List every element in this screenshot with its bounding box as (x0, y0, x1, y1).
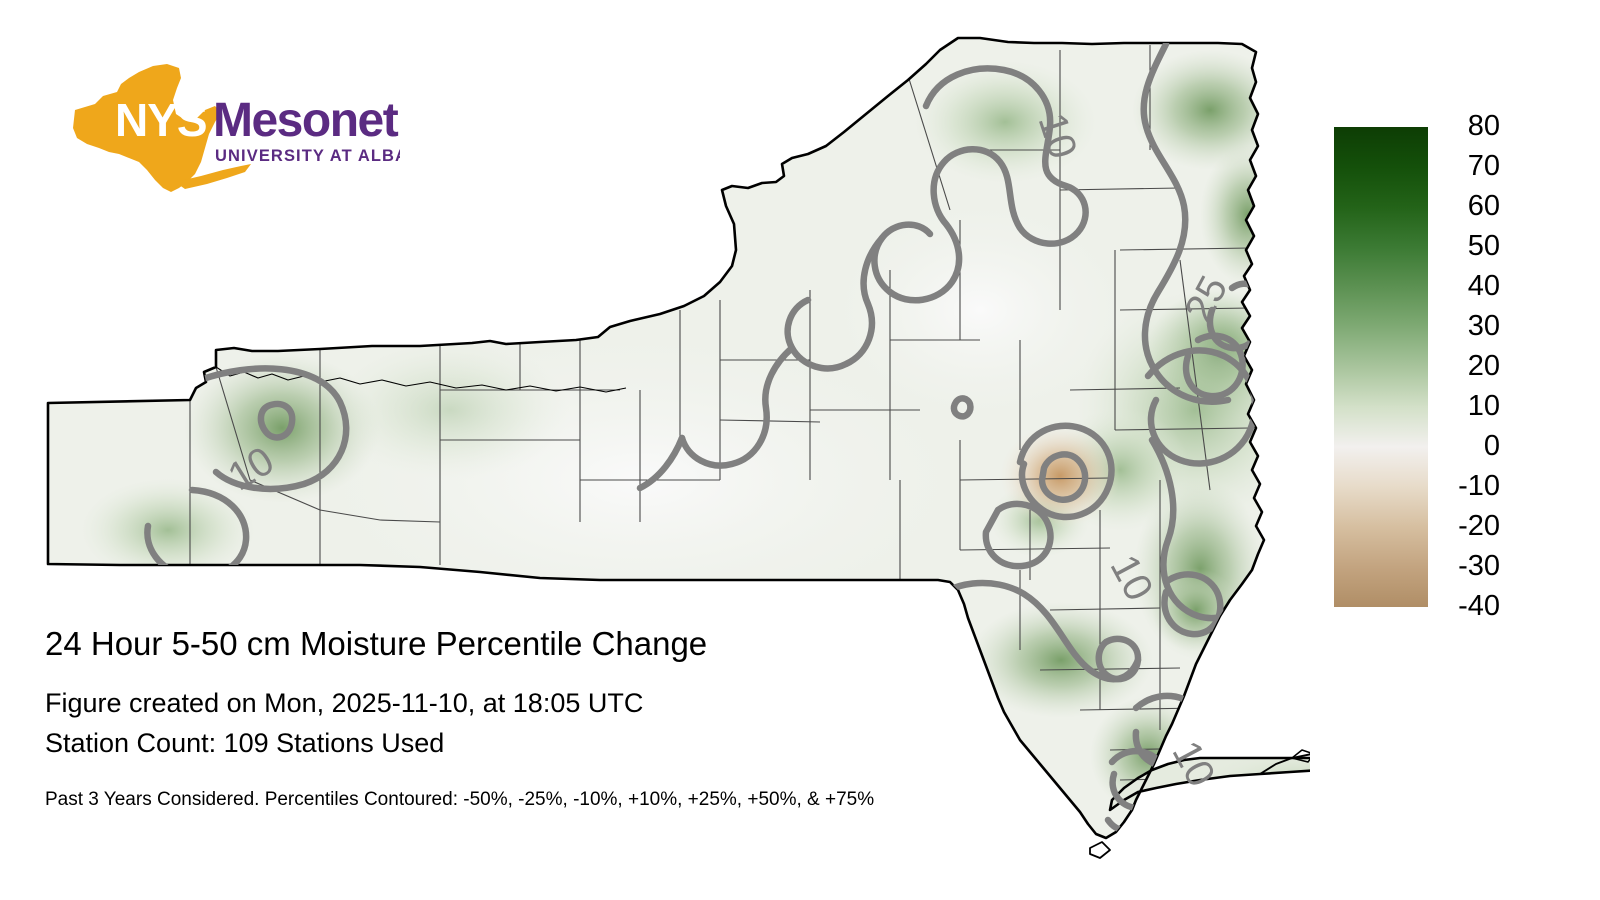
contour-10-catskill-loop (1095, 635, 1142, 683)
contour-10-nyc-tail (1120, 824, 1164, 838)
contour-10-loop-cny (982, 500, 1054, 570)
contour-10-north-seg3 (678, 344, 796, 469)
colorbar-gradient (1334, 127, 1428, 607)
colorbar-tick: -20 (1458, 510, 1500, 542)
logo-long-island-shape (175, 164, 251, 189)
caption-block: 24 Hour 5-50 cm Moisture Percentile Chan… (45, 624, 1115, 812)
colorbar-tick: 40 (1467, 270, 1500, 302)
colorbar-tick: 60 (1467, 190, 1500, 222)
station-count-text: Station Count: 109 Stations Used (45, 728, 445, 758)
colorbar-tick: -30 (1458, 550, 1500, 582)
state-outline (46, 36, 1310, 859)
contour-neg10-mohawk (1016, 422, 1115, 521)
new-york-state-map: 10 25 10 10 10 (46, 36, 1310, 859)
contour-25-capital (1144, 347, 1259, 467)
field-pos-west-central (330, 340, 570, 480)
colorbar-tick: -10 (1458, 470, 1500, 502)
contour-10-north (871, 65, 1089, 304)
map-panel: 10 25 10 10 10 (20, 10, 1310, 870)
contour-50-albany (1182, 332, 1246, 400)
page-title: 24 Hour 5-50 cm Moisture Percentile Chan… (45, 625, 708, 662)
field-pos-catskills (969, 602, 1153, 718)
colorbar-tick: -40 (1458, 590, 1500, 622)
colorbar-tick: 0 (1483, 430, 1500, 462)
logo-state-shape (73, 64, 221, 192)
contour-neg25-mohawk (1038, 451, 1089, 503)
field-pos-chautauqua (80, 478, 256, 582)
contour-25-hudson-loop (1161, 571, 1224, 638)
figure-footnote: Past 3 Years Considered. Percentiles Con… (45, 789, 875, 810)
colorbar-tick: 20 (1467, 350, 1500, 382)
colorbar-tick-labels: 80 70 60 50 40 30 20 10 0 -10 -20 -30 -4… (1440, 110, 1580, 624)
logo-mesonet-text: Mesonet (213, 94, 399, 147)
field-pos-clinton (1132, 50, 1264, 170)
colorbar-tick: 50 (1467, 230, 1500, 262)
colorbar-tick: 30 (1467, 310, 1500, 342)
contour-10-loop-small (950, 395, 974, 420)
logo-tagline-text: UNIVERSITY AT ALBANY (215, 147, 400, 165)
contour-10-east (1140, 40, 1232, 405)
colorbar-tick: 80 (1467, 110, 1500, 142)
contour-10-northwest-tail (636, 434, 686, 492)
colorbar-tick: 70 (1467, 150, 1500, 182)
figure-created-text: Figure created on Mon, 2025-11-10, at 18… (45, 688, 644, 718)
logo-nys-text: NYS (115, 94, 207, 146)
contour-10-north-seg2 (784, 234, 886, 372)
colorbar-tick: 10 (1467, 390, 1500, 422)
contour-10-west-inner (257, 400, 296, 441)
logo-svg: NYS Mesonet UNIVERSITY AT ALBANY (73, 64, 400, 192)
field-neutral-mohawk (830, 200, 1130, 420)
percentile-change-colorbar: 80 70 60 50 40 30 20 10 0 -10 -20 -30 -4… (1310, 110, 1590, 630)
nys-mesonet-logo: NYS Mesonet UNIVERSITY AT ALBANY (55, 62, 400, 192)
contour-10-west (196, 365, 350, 493)
